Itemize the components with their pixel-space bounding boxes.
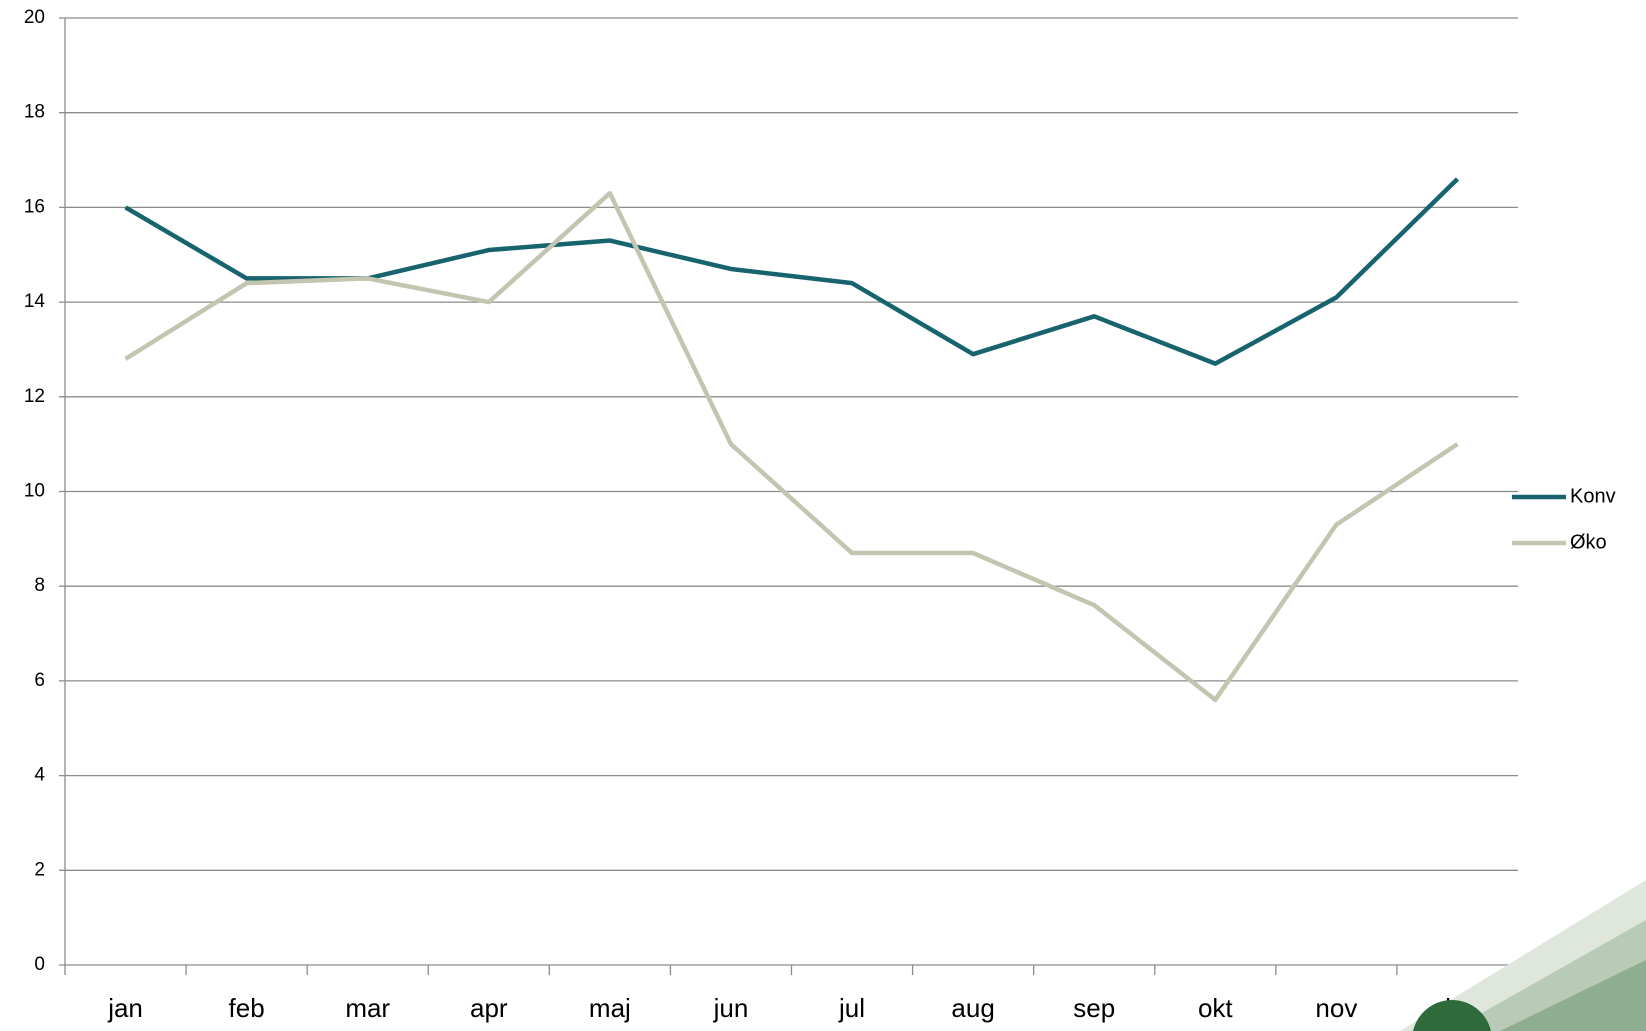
x-tick-label: jun: [713, 993, 749, 1023]
y-tick-label: 4: [34, 765, 45, 786]
y-tick-label: 14: [24, 291, 46, 312]
x-tick-label: sep: [1073, 993, 1115, 1023]
x-tick-label: aug: [951, 993, 994, 1023]
y-tick-label: 2: [34, 859, 45, 880]
legend-label: Øko: [1570, 531, 1607, 553]
series-line: [124, 190, 1459, 703]
y-tick-label: 6: [34, 670, 45, 691]
x-tick-label: jul: [838, 993, 865, 1023]
series-line: [124, 177, 1460, 366]
y-tick-label: 16: [24, 196, 45, 217]
y-tick-label: 20: [24, 7, 45, 28]
x-tick-label: jan: [107, 993, 143, 1023]
x-tick-label: feb: [229, 993, 265, 1023]
logo: [1400, 880, 1646, 1031]
y-tick-label: 12: [24, 386, 45, 407]
x-tick-label: okt: [1198, 993, 1233, 1023]
legend-label: Konv: [1570, 485, 1616, 507]
y-tick-label: 8: [34, 575, 45, 596]
y-tick-label: 18: [24, 102, 45, 123]
y-tick-label: 0: [34, 954, 45, 975]
y-tick-label: 10: [24, 481, 45, 502]
x-tick-label: mar: [345, 993, 390, 1023]
x-tick-label: maj: [589, 993, 631, 1023]
x-tick-label: apr: [470, 993, 508, 1023]
x-tick-label: nov: [1315, 993, 1357, 1023]
